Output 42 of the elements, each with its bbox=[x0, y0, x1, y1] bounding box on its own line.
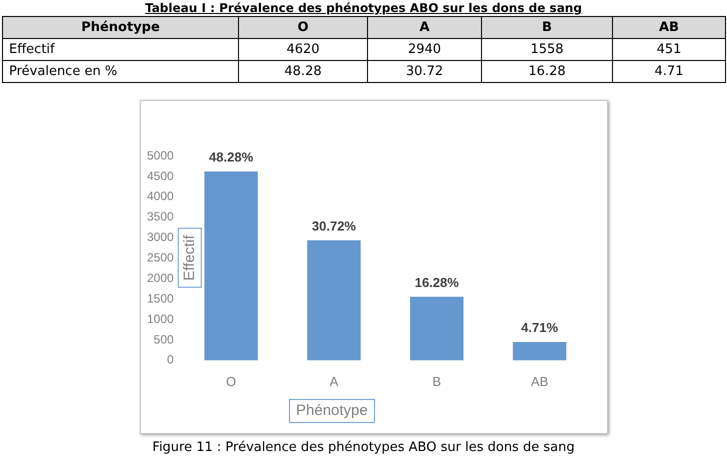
data-label: 16.28 bbox=[482, 60, 612, 82]
y-axis-title: Effectif bbox=[178, 228, 202, 288]
y-tick-label: 1000 bbox=[146, 312, 174, 326]
x-axis-title: Phénotype bbox=[289, 399, 375, 423]
annotation: 48.28% bbox=[209, 150, 254, 165]
y-tick-label: 5000 bbox=[146, 148, 174, 162]
y-tick-label: 0 bbox=[167, 352, 174, 367]
bar bbox=[512, 342, 566, 360]
y-tick-label: 500 bbox=[154, 332, 174, 346]
category-label: AB bbox=[612, 16, 726, 38]
data-label: 2940 bbox=[368, 38, 482, 60]
caption: Figure 11 : Prévalence des phénotypes ABO sur les dons de sang bbox=[151, 440, 576, 455]
data-label: 48.28 bbox=[238, 60, 368, 82]
text: Tableau I : Prévalence des phénotypes ABO sur les dons de sang bbox=[144, 0, 583, 16]
category-label: B bbox=[482, 16, 612, 38]
annotation: 4.71% bbox=[521, 320, 558, 336]
y-tick-label: 3500 bbox=[146, 210, 174, 224]
category-label: A bbox=[368, 16, 482, 38]
bar bbox=[410, 296, 464, 360]
bar bbox=[307, 240, 361, 360]
data-label: 4.71 bbox=[612, 60, 726, 82]
text: Effectif bbox=[2, 38, 238, 60]
data-label: 4620 bbox=[238, 38, 368, 60]
text: Prévalence en % bbox=[2, 60, 238, 82]
y-tick-label: 2000 bbox=[146, 270, 174, 285]
data-label: 30.72 bbox=[368, 60, 482, 82]
annotation: 16.28% bbox=[414, 274, 460, 290]
text: Phénotype bbox=[2, 16, 238, 38]
bar bbox=[204, 172, 258, 360]
x-tick-label: O bbox=[226, 374, 236, 389]
category-label: O bbox=[238, 16, 368, 38]
y-tick-label: 4500 bbox=[146, 168, 174, 183]
x-tick-label: AB bbox=[530, 374, 548, 389]
y-tick-label: 1500 bbox=[146, 291, 174, 306]
data-label: 1558 bbox=[482, 38, 612, 60]
y-tick-label: 4000 bbox=[146, 189, 174, 204]
y-tick-label: 2500 bbox=[146, 250, 174, 265]
data-label: 451 bbox=[612, 38, 726, 60]
x-tick-label: A bbox=[330, 374, 339, 389]
x-tick-label: B bbox=[432, 374, 442, 389]
y-tick-label: 3000 bbox=[146, 230, 174, 244]
annotation: 30.72% bbox=[312, 218, 356, 234]
